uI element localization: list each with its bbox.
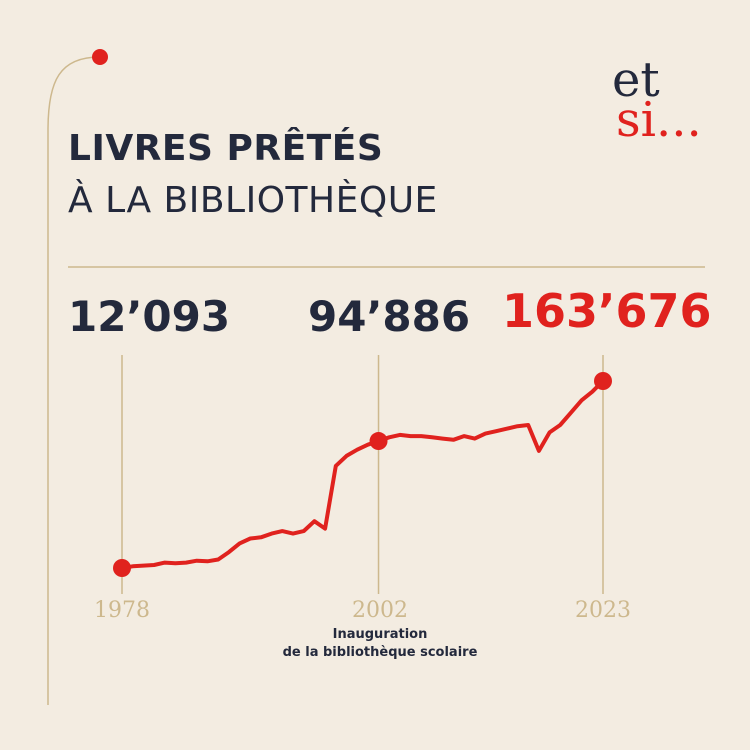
series-line — [120, 379, 605, 570]
decorative-dot — [92, 49, 108, 65]
annotation-line-2: de la bibliothèque scolaire — [282, 645, 478, 660]
value-label-2002: 94’886 — [308, 292, 471, 341]
chart-subtitle: À LA BIBLIOTHÈQUE — [68, 180, 438, 221]
value-label-2023: 163’676 — [502, 284, 712, 338]
data-point-1978 — [113, 559, 131, 577]
year-label-1978: 1978 — [94, 598, 150, 623]
logo-text-top: et — [612, 52, 660, 108]
year-label-2023: 2023 — [575, 598, 631, 623]
annotation: Inauguration de la bibliothèque scolaire — [283, 626, 478, 662]
data-point-2023 — [594, 372, 612, 390]
logo: et si... — [612, 52, 702, 148]
data-point-2002 — [369, 432, 388, 451]
chart-title: LIVRES PRÊTÉS — [68, 128, 384, 169]
value-label-1978: 12’093 — [68, 292, 231, 341]
logo-text-bottom: si... — [616, 92, 702, 148]
annotation-line-1: Inauguration — [332, 627, 428, 642]
year-label-2002: 2002 — [352, 598, 408, 623]
